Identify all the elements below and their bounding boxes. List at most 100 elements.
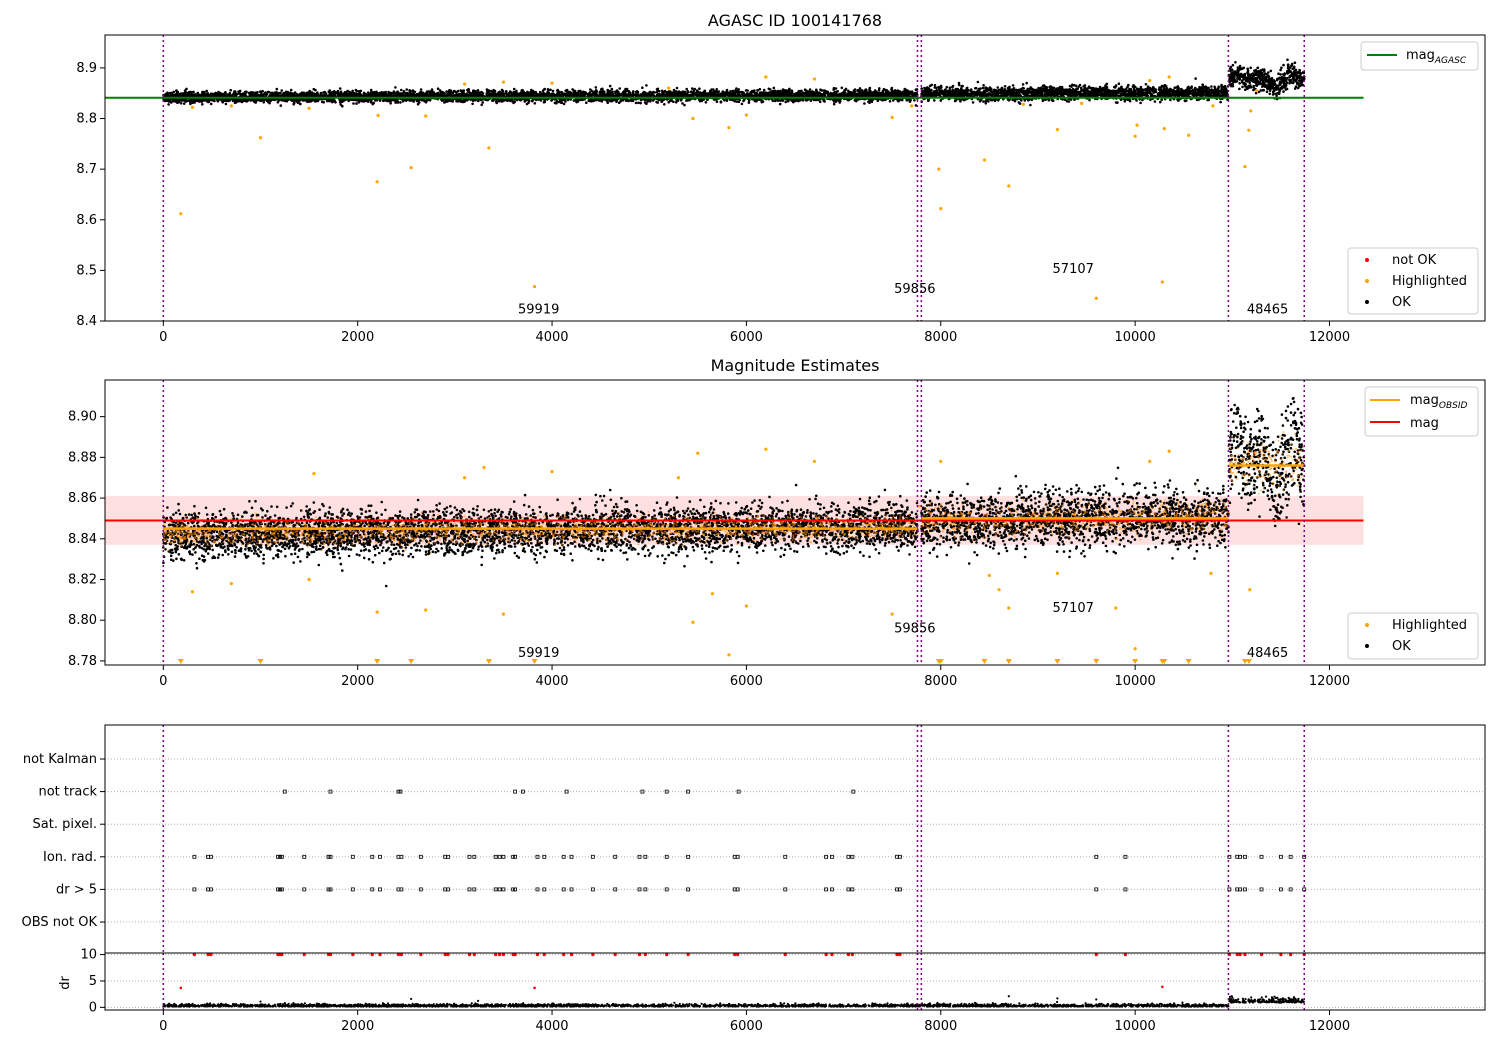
ok-point	[825, 91, 828, 94]
ok-point	[808, 88, 812, 91]
ok-point	[175, 94, 179, 97]
ok-point	[746, 89, 749, 92]
ok-point	[279, 91, 282, 95]
ok-point	[452, 90, 456, 93]
ok-point	[372, 101, 376, 105]
ok-point	[585, 101, 588, 104]
ok-point	[188, 90, 192, 94]
ok-point	[503, 98, 507, 102]
ok-point	[339, 93, 342, 97]
ok-point	[904, 94, 907, 97]
ok-point	[186, 91, 190, 95]
ok-point	[580, 94, 583, 97]
ok-point	[228, 99, 232, 102]
ok-point	[250, 91, 254, 95]
ok-point	[485, 93, 489, 96]
ok-point	[844, 88, 847, 92]
ok-point	[558, 93, 561, 97]
ok-point	[164, 92, 168, 96]
ok-point	[513, 92, 517, 95]
ok-point	[410, 93, 414, 96]
ok-point	[556, 88, 559, 92]
ok-point	[688, 98, 691, 102]
ok-point	[772, 86, 776, 90]
ok-point	[612, 98, 616, 102]
ok-point	[401, 92, 405, 95]
ok-point	[338, 87, 342, 90]
ok-point	[840, 86, 844, 90]
ok-point	[878, 87, 881, 90]
ok-point	[192, 90, 195, 94]
ok-point	[233, 90, 236, 93]
ok-point	[416, 93, 420, 97]
ok-point	[608, 84, 612, 88]
ok-point	[617, 101, 621, 104]
ok-point	[656, 94, 659, 97]
ok-point	[913, 91, 917, 95]
ok-point	[436, 87, 440, 90]
ok-point	[322, 101, 326, 104]
ok-point	[173, 98, 176, 102]
ok-point	[459, 89, 463, 92]
ok-point	[533, 102, 537, 105]
ok-point	[637, 101, 640, 105]
ok-point	[762, 92, 765, 96]
ok-point	[685, 87, 688, 91]
ok-point	[614, 91, 617, 95]
ok-point	[655, 100, 658, 104]
ok-point	[897, 93, 901, 97]
ok-point	[751, 94, 755, 97]
ok-point	[245, 90, 248, 94]
ok-point	[445, 98, 448, 102]
ok-point	[205, 99, 208, 103]
ok-point	[289, 94, 293, 97]
ok-point	[462, 91, 465, 95]
ok-point	[849, 91, 852, 94]
ok-point	[755, 91, 758, 95]
ok-point	[621, 91, 625, 95]
ok-point	[277, 94, 281, 98]
ok-point	[493, 92, 497, 95]
ok-point	[224, 91, 227, 94]
ok-point	[620, 99, 623, 102]
ok-point	[342, 93, 346, 96]
ok-point	[741, 93, 744, 96]
ok-point	[883, 93, 886, 96]
ok-point	[564, 89, 567, 92]
ok-point	[888, 100, 892, 103]
ok-point	[366, 98, 370, 102]
ok-point	[891, 92, 894, 95]
ok-point	[353, 92, 357, 95]
ok-point	[764, 91, 768, 94]
ok-point	[293, 91, 297, 94]
ok-point	[480, 93, 484, 96]
ok-point	[634, 101, 638, 105]
ok-point	[786, 89, 790, 93]
ok-point	[394, 92, 397, 95]
ok-point	[710, 94, 714, 97]
ok-point	[430, 88, 434, 91]
ok-point	[265, 98, 269, 102]
ok-point	[167, 103, 170, 106]
ok-point	[740, 90, 744, 94]
ok-point	[834, 87, 838, 90]
ok-point	[875, 92, 878, 96]
ok-point	[339, 103, 343, 106]
ok-point	[440, 91, 444, 95]
ok-point	[309, 94, 313, 97]
ok-point	[425, 91, 428, 95]
ok-point	[301, 93, 304, 97]
ok-point	[759, 98, 763, 102]
ok-point	[196, 94, 200, 97]
ok-point	[613, 94, 617, 98]
ok-point	[807, 94, 810, 97]
ok-point	[195, 99, 198, 103]
ok-point	[182, 102, 186, 105]
ok-point	[512, 87, 516, 91]
ok-point	[909, 90, 912, 94]
ok-point	[814, 98, 818, 102]
ok-point	[262, 101, 266, 104]
ok-point	[832, 102, 836, 106]
ok-point	[391, 92, 395, 95]
